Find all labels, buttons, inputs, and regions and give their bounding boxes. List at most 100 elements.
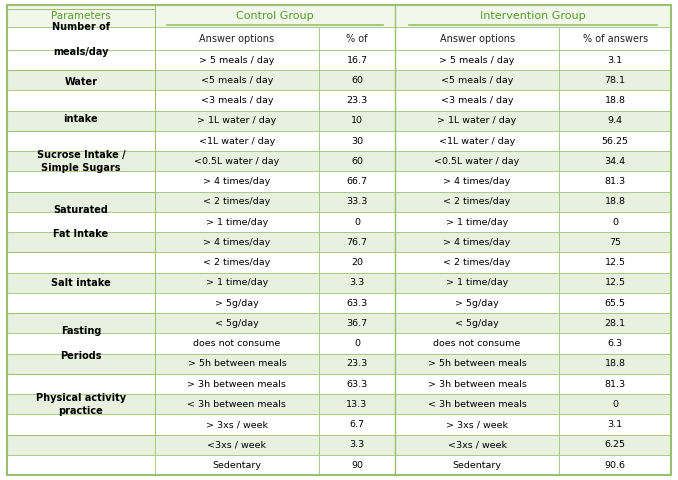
Text: 60: 60 <box>351 157 363 166</box>
Bar <box>559 435 671 455</box>
Text: 3.3: 3.3 <box>349 440 365 449</box>
Text: < 2 times/day: < 2 times/day <box>443 197 511 206</box>
Text: 18.8: 18.8 <box>605 360 626 368</box>
Bar <box>7 50 155 70</box>
Text: < 2 times/day: < 2 times/day <box>443 258 511 267</box>
Bar <box>559 192 671 212</box>
Text: > 1 time/day: > 1 time/day <box>206 278 268 288</box>
Text: < 5g/day: < 5g/day <box>215 319 259 328</box>
Bar <box>395 27 559 50</box>
Bar <box>319 435 395 455</box>
Bar <box>7 5 155 27</box>
Text: 13.3: 13.3 <box>346 400 367 409</box>
Bar <box>559 232 671 252</box>
Bar <box>155 212 319 232</box>
Bar <box>155 70 319 90</box>
Text: 0: 0 <box>612 400 618 409</box>
Text: 12.5: 12.5 <box>605 258 626 267</box>
Bar <box>319 111 395 131</box>
Text: > 5h between meals: > 5h between meals <box>188 360 286 368</box>
Text: 66.7: 66.7 <box>346 177 367 186</box>
Bar <box>319 50 395 70</box>
Bar <box>559 313 671 334</box>
Bar <box>7 10 155 70</box>
Bar <box>7 455 155 475</box>
Text: 90.6: 90.6 <box>605 461 626 469</box>
Text: 34.4: 34.4 <box>605 157 626 166</box>
Bar <box>7 252 155 273</box>
Text: < 3h between meals: < 3h between meals <box>428 400 527 409</box>
Bar <box>559 171 671 192</box>
Text: < 5g/day: < 5g/day <box>455 319 499 328</box>
Bar <box>395 334 559 354</box>
Bar <box>319 90 395 111</box>
Bar <box>7 374 155 394</box>
Bar <box>395 5 671 27</box>
Text: > 5g/day: > 5g/day <box>455 299 499 308</box>
Bar <box>7 313 155 374</box>
Bar <box>7 151 155 171</box>
Text: > 3xs / week: > 3xs / week <box>206 420 268 429</box>
Text: 18.8: 18.8 <box>605 197 626 206</box>
Bar <box>395 50 559 70</box>
Text: Answer options: Answer options <box>439 34 515 44</box>
Bar <box>319 394 395 414</box>
Bar <box>559 27 671 50</box>
Text: 75: 75 <box>609 238 621 247</box>
Text: Salt intake: Salt intake <box>51 278 111 288</box>
Text: Parameters: Parameters <box>51 11 111 21</box>
Text: > 4 times/day: > 4 times/day <box>443 238 511 247</box>
Bar <box>7 374 155 435</box>
Bar <box>7 273 155 293</box>
Text: > 1L water / day: > 1L water / day <box>197 116 277 125</box>
Text: 81.3: 81.3 <box>605 380 626 389</box>
Bar <box>319 27 395 50</box>
Text: Physical activity
practice: Physical activity practice <box>36 393 126 416</box>
Bar <box>319 374 395 394</box>
Bar <box>155 414 319 435</box>
Bar <box>559 70 671 90</box>
Text: does not consume: does not consume <box>433 339 521 348</box>
Bar <box>7 111 155 131</box>
Bar <box>395 394 559 414</box>
Bar <box>7 414 155 435</box>
Bar <box>319 212 395 232</box>
Text: 6.3: 6.3 <box>607 339 623 348</box>
Bar <box>319 252 395 273</box>
Text: 28.1: 28.1 <box>605 319 626 328</box>
Text: Fasting

Periods: Fasting Periods <box>60 326 102 361</box>
Bar <box>395 70 559 90</box>
Text: 63.3: 63.3 <box>346 380 367 389</box>
Bar <box>395 192 559 212</box>
Text: Sedentary: Sedentary <box>212 461 262 469</box>
Text: 20: 20 <box>351 258 363 267</box>
Bar <box>559 273 671 293</box>
Text: Saturated

Fat Intake: Saturated Fat Intake <box>54 204 108 240</box>
Text: <3 meals / day: <3 meals / day <box>201 96 273 105</box>
Text: > 5g/day: > 5g/day <box>215 299 259 308</box>
Bar <box>7 131 155 151</box>
Bar <box>155 111 319 131</box>
Bar <box>559 334 671 354</box>
Bar <box>395 151 559 171</box>
Text: > 4 times/day: > 4 times/day <box>443 177 511 186</box>
Text: > 3h between meals: > 3h between meals <box>188 380 286 389</box>
Text: Control Group: Control Group <box>236 11 314 21</box>
Text: 76.7: 76.7 <box>346 238 367 247</box>
Bar <box>559 90 671 111</box>
Text: 56.25: 56.25 <box>601 137 629 145</box>
Bar <box>395 414 559 435</box>
Bar <box>155 293 319 313</box>
Bar <box>155 435 319 455</box>
Bar <box>7 90 155 111</box>
Bar <box>155 27 319 50</box>
Bar <box>155 273 319 293</box>
Bar <box>155 374 319 394</box>
Text: < 2 times/day: < 2 times/day <box>203 258 271 267</box>
Bar <box>319 131 395 151</box>
Bar <box>319 334 395 354</box>
Bar <box>319 455 395 475</box>
Bar <box>395 374 559 394</box>
Bar <box>155 50 319 70</box>
Bar <box>7 313 155 334</box>
